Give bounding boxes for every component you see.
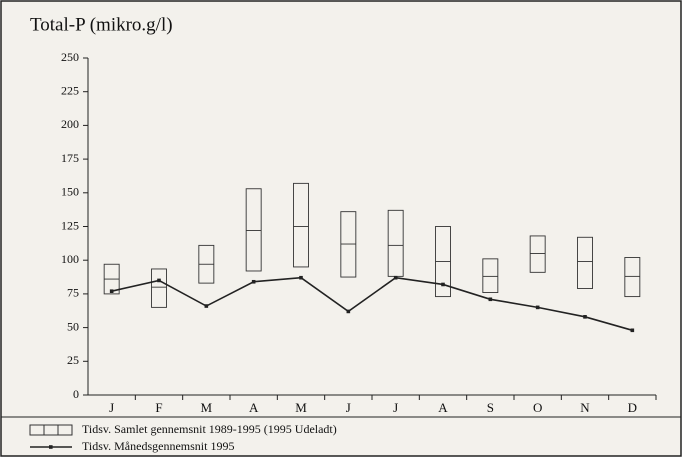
y-tick-label: 75 [67,286,79,300]
legend-box [29,424,73,436]
x-tick-label: S [487,400,494,415]
x-tick-label: F [155,400,162,415]
y-tick-label: 100 [61,252,79,266]
point [583,315,587,319]
point [157,278,161,283]
y-tick-label: 125 [61,218,79,232]
y-tick-label: 225 [61,83,79,97]
point [251,279,256,284]
y-tick-label: 150 [61,185,79,199]
range-box [577,236,593,289]
legend-label: Tidsv. Månedsgennemsnit 1995 [82,439,234,453]
x-tick-label: M [295,400,307,415]
x-tick-label: D [628,400,637,415]
point [109,289,114,294]
point [204,304,209,308]
point [393,275,398,280]
range-box [245,188,262,272]
range-box [151,268,167,308]
x-tick-label: A [249,400,259,415]
range-box [482,258,499,294]
y-tick-label: 250 [61,50,79,64]
x-tick-label: J [393,400,398,415]
range-box [624,257,641,298]
range-box [293,182,309,268]
y-tick-label: 50 [67,319,79,333]
point [488,297,493,302]
point [299,275,303,280]
data-line [111,276,633,332]
legend-marker [49,445,53,449]
x-tick-label: J [346,400,351,415]
x-tick-label: A [438,400,448,415]
legend-label: Tidsv. Samlet gennemsnit 1989-1995 (1995… [82,422,337,436]
y-tick-label: 175 [61,151,79,165]
y-tick-label: 25 [67,353,79,367]
point [441,282,445,287]
y-tick-label: 200 [61,117,79,131]
point [346,309,351,314]
point [535,305,540,310]
x-tick-label: M [201,400,213,415]
x-tick-label: N [580,400,590,415]
point [630,328,635,333]
chart-title: Total-P (mikro.g/l) [30,14,173,35]
y-tick-label: 0 [73,387,79,401]
x-tick-label: J [109,400,114,415]
range-box [529,235,546,273]
x-tick-label: O [533,400,542,415]
